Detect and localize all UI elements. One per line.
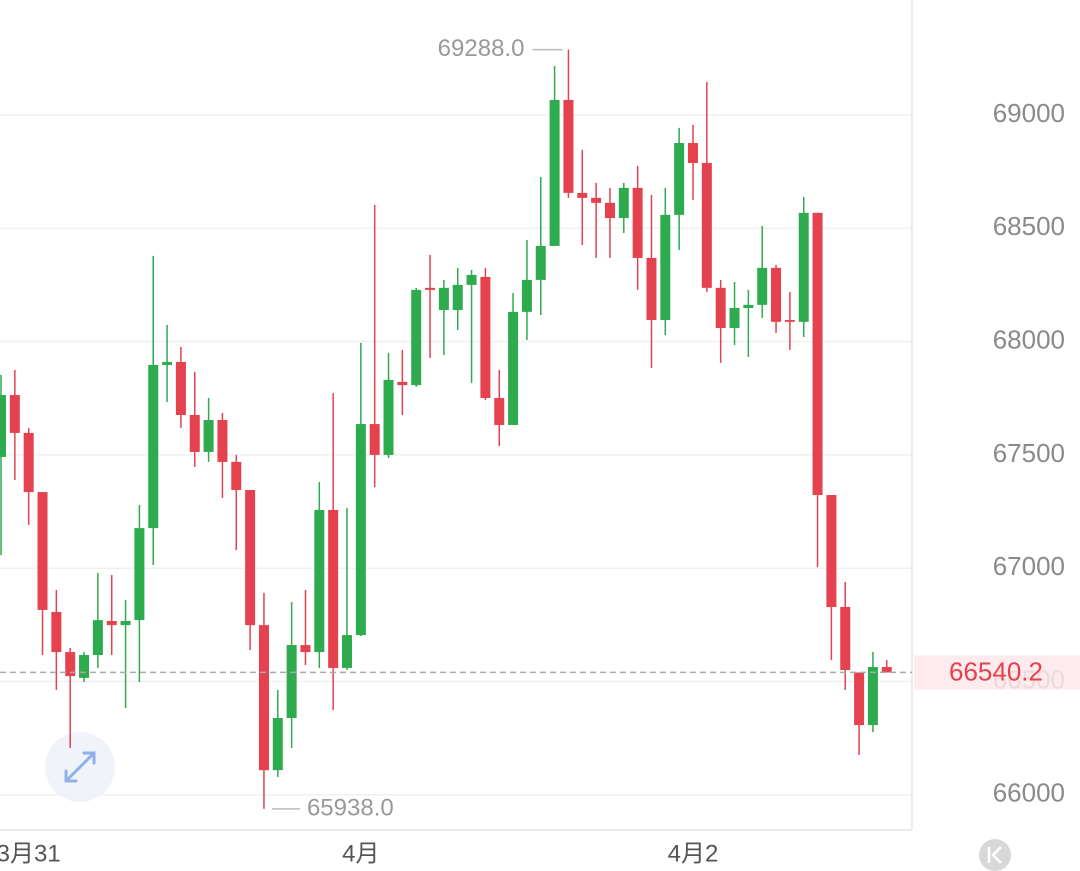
candle-body [508,311,519,425]
candle-body [494,398,505,425]
candle-body [632,187,643,258]
candle-body [245,490,256,626]
candle-body [757,267,768,305]
candle-body [37,492,48,610]
candle-body [0,395,6,457]
candle-body [425,287,436,290]
candle-body [688,143,698,163]
candle-body [591,197,602,203]
candle-body [438,287,449,311]
candle-body [563,99,574,193]
y-tick-label: 66000 [993,778,1065,808]
candle-body [314,509,325,653]
candle-body [411,289,422,386]
k-button-bg[interactable] [979,839,1011,871]
expand-button[interactable] [45,732,115,802]
y-tick-label: 68000 [993,324,1065,354]
candle-body [286,645,297,719]
candle-body [646,257,657,321]
y-tick-label: 67500 [993,438,1065,468]
expand-icon[interactable] [64,751,96,783]
candle-body [355,424,366,636]
candle-body [65,652,76,677]
candle-body [729,308,740,328]
y-tick-label: 69000 [993,98,1065,128]
last-price-box [914,655,1080,690]
candle-body [743,304,754,309]
annotation-label: 65938.0 [307,794,394,821]
candle-body [826,495,837,607]
y-tick-label: 68500 [993,211,1065,241]
candle-body [784,320,795,322]
candle-body [466,274,477,285]
annotation-label: 69288.0 [438,35,525,62]
k-icon[interactable] [987,846,1002,864]
candle-body [674,143,685,215]
candle-body [300,645,311,653]
candle-body [258,625,269,771]
x-tick-label: 3月31 [0,840,61,867]
candle-body [867,667,878,726]
candle-body [715,287,726,328]
candle-body [106,621,117,626]
candle-body [397,381,408,386]
candle-body [535,245,546,280]
candle-body [9,395,20,433]
candle-body [369,424,380,455]
candle-body [120,621,131,626]
candle-body [231,461,242,491]
last-price-label: 66540.2 [949,656,1043,686]
candle-body [328,509,339,668]
candle-body [854,672,865,726]
candle-body [217,419,228,462]
candle-body [148,364,159,529]
candle-body [134,528,145,621]
candle-body [577,192,588,198]
candle-body [480,276,491,399]
candle-body [203,419,214,452]
candle-body [383,379,394,455]
x-tick-label: 4月 [342,840,379,867]
candle-body [840,606,851,670]
candle-body [452,284,463,311]
candle-body [521,279,532,312]
candle-body [660,214,671,321]
k-button[interactable] [979,839,1011,871]
candle-body [798,212,809,322]
candle-body [812,212,823,496]
candle-body [604,202,615,219]
candle-body [162,361,173,365]
candle-body [701,162,712,288]
candle-body [79,655,90,678]
candle-body [175,361,186,415]
candle-body [92,620,103,656]
candle-body [342,635,352,668]
candle-body [549,99,560,246]
candle-body [272,718,283,771]
x-tick-label: 4月2 [668,840,719,867]
candle-body [51,611,62,653]
candle-body [189,415,200,452]
candle-body [618,187,629,219]
candle-body [23,432,34,493]
y-tick-label: 67000 [993,551,1065,581]
candle-body [881,667,892,673]
candle-body [771,267,782,322]
